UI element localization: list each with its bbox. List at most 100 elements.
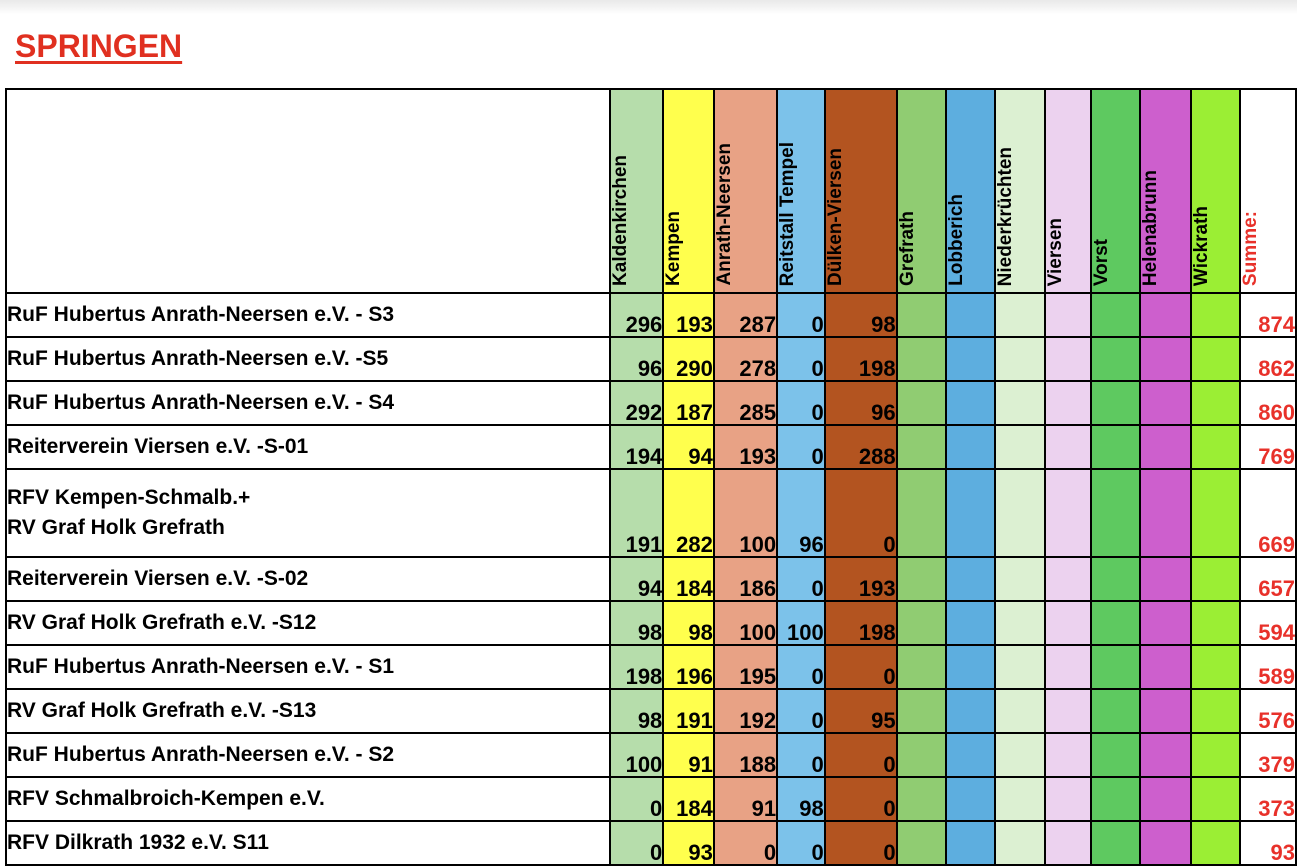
score-cell xyxy=(1090,820,1142,866)
table-row: RuF Hubertus Anrath-Neersen e.V. - S2 100… xyxy=(5,732,1297,778)
score-cell: 193 xyxy=(662,292,715,338)
row-sum-cell: 860 xyxy=(1238,380,1297,426)
score-cell xyxy=(944,292,996,338)
table-header-row: Kaldenkirchen Kempen Anrath-Neersen Reitsta… xyxy=(5,88,1297,294)
score-cell xyxy=(1139,776,1193,822)
score-cell xyxy=(895,292,947,338)
score-cell xyxy=(993,644,1046,690)
score-cell: 282 xyxy=(662,468,715,558)
row-label-line1: RFV Dilkrath 1932 e.V. S11 xyxy=(7,830,269,854)
score-cell xyxy=(1043,776,1093,822)
row-sum-cell: 589 xyxy=(1238,644,1297,690)
row-label: Reiterverein Viersen e.V. -S-01 xyxy=(5,424,611,470)
row-label-line1: RuF Hubertus Anrath-Neersen e.V. -S5 xyxy=(7,346,389,370)
score-cell: 192 xyxy=(712,688,779,734)
table-row: Reiterverein Viersen e.V. -S-01 194 94 193 0… xyxy=(5,424,1297,470)
score-cell xyxy=(1190,424,1241,470)
row-label: RFV Dilkrath 1932 e.V. S11 xyxy=(5,820,611,866)
score-cell: 0 xyxy=(776,336,826,382)
score-cell: 0 xyxy=(823,468,898,558)
score-cell: 195 xyxy=(712,644,779,690)
column-header-label: Vorst xyxy=(1091,238,1113,286)
score-cell xyxy=(1139,468,1193,558)
score-cell xyxy=(1043,644,1093,690)
score-cell xyxy=(1090,600,1142,646)
score-cell: 285 xyxy=(712,380,779,426)
score-cell xyxy=(1139,600,1193,646)
row-label: RuF Hubertus Anrath-Neersen e.V. - S3 xyxy=(5,292,611,338)
score-cell: 193 xyxy=(823,556,898,602)
score-cell xyxy=(1090,556,1142,602)
score-cell: 0 xyxy=(776,644,826,690)
score-cell: 0 xyxy=(776,688,826,734)
row-label: RuF Hubertus Anrath-Neersen e.V. - S1 xyxy=(5,644,611,690)
score-cell: 98 xyxy=(776,776,826,822)
column-header-9: Vorst xyxy=(1090,88,1142,294)
score-cell xyxy=(944,776,996,822)
column-header-5: Grefrath xyxy=(895,88,947,294)
score-cell xyxy=(993,380,1046,426)
score-cell: 94 xyxy=(608,556,665,602)
score-cell xyxy=(993,556,1046,602)
score-cell: 91 xyxy=(662,732,715,778)
score-cell xyxy=(1190,732,1241,778)
score-cell xyxy=(1139,336,1193,382)
score-cell xyxy=(1139,644,1193,690)
score-cell xyxy=(895,820,947,866)
score-cell: 188 xyxy=(712,732,779,778)
table-row: RV Graf Holk Grefrath e.V. -S13 98 191 192 0… xyxy=(5,688,1297,734)
score-cell: 186 xyxy=(712,556,779,602)
column-header-label: Kempen xyxy=(663,211,685,286)
row-sum-cell: 594 xyxy=(1238,600,1297,646)
score-cell xyxy=(944,644,996,690)
table-body: RuF Hubertus Anrath-Neersen e.V. - S3 296… xyxy=(5,292,1297,866)
score-cell: 91 xyxy=(712,776,779,822)
row-label: RV Graf Holk Grefrath e.V. -S13 xyxy=(5,688,611,734)
score-cell xyxy=(944,336,996,382)
column-header-11: Wickrath xyxy=(1190,88,1241,294)
score-cell: 0 xyxy=(823,644,898,690)
score-cell xyxy=(944,688,996,734)
row-label: RV Graf Holk Grefrath e.V. -S12 xyxy=(5,600,611,646)
score-cell: 191 xyxy=(608,468,665,558)
row-label-line1: RFV Schmalbroich-Kempen e.V. xyxy=(7,786,325,810)
row-sum-cell: 657 xyxy=(1238,556,1297,602)
score-cell: 198 xyxy=(608,644,665,690)
row-sum-cell: 669 xyxy=(1238,468,1297,558)
score-cell: 98 xyxy=(608,688,665,734)
row-sum-cell: 379 xyxy=(1238,732,1297,778)
row-sum-cell: 874 xyxy=(1238,292,1297,338)
column-header-label: Wickrath xyxy=(1191,205,1213,286)
row-label-line1: RuF Hubertus Anrath-Neersen e.V. - S1 xyxy=(7,654,395,678)
score-cell xyxy=(944,600,996,646)
score-cell xyxy=(1190,292,1241,338)
score-cell xyxy=(993,688,1046,734)
row-sum-cell: 862 xyxy=(1238,336,1297,382)
results-table: Kaldenkirchen Kempen Anrath-Neersen Reitsta… xyxy=(5,88,1297,866)
score-cell xyxy=(944,732,996,778)
score-cell: 198 xyxy=(823,600,898,646)
score-cell: 100 xyxy=(712,600,779,646)
score-cell xyxy=(1090,644,1142,690)
score-cell xyxy=(1139,688,1193,734)
table-row: RV Graf Holk Grefrath e.V. -S12 98 98 100 10… xyxy=(5,600,1297,646)
score-cell xyxy=(1043,336,1093,382)
score-cell xyxy=(1190,688,1241,734)
score-cell: 98 xyxy=(823,292,898,338)
score-cell xyxy=(895,688,947,734)
score-cell xyxy=(993,732,1046,778)
row-label-line1: RuF Hubertus Anrath-Neersen e.V. - S2 xyxy=(7,742,395,766)
row-label: RuF Hubertus Anrath-Neersen e.V. - S2 xyxy=(5,732,611,778)
row-sum-cell: 769 xyxy=(1238,424,1297,470)
score-cell: 0 xyxy=(776,820,826,866)
score-cell: 0 xyxy=(712,820,779,866)
score-cell xyxy=(1139,556,1193,602)
score-cell xyxy=(944,468,996,558)
score-cell: 287 xyxy=(712,292,779,338)
score-cell xyxy=(895,424,947,470)
row-label-line1: RuF Hubertus Anrath-Neersen e.V. - S3 xyxy=(7,302,395,326)
row-label-line2: RV Graf Holk Grefrath xyxy=(7,516,225,539)
score-cell: 100 xyxy=(776,600,826,646)
row-sum-cell: 93 xyxy=(1238,820,1297,866)
score-cell xyxy=(1090,380,1142,426)
